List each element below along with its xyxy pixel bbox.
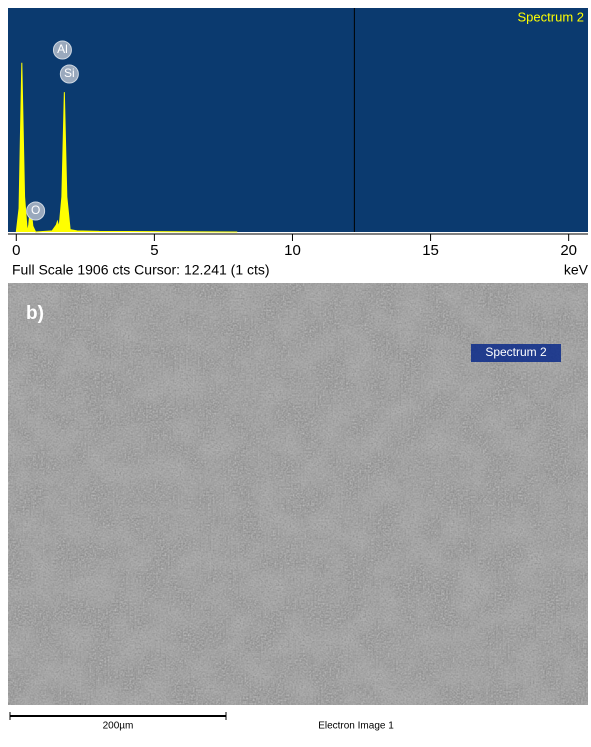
x-tick-label: 0	[12, 242, 20, 259]
x-tick-label: 5	[150, 242, 158, 259]
peak-label: O	[31, 203, 40, 217]
footer: Full Scale 1906 cts Cursor: 12.241 (1 ct…	[12, 262, 270, 278]
spectrum-panel: Spectrum 2 Al Si O 0 5 10 15 20	[8, 8, 588, 259]
x-tick-label: 15	[422, 242, 439, 259]
figure: Spectrum 2 Al Si O 0 5 10 15 20 Full Scale 1906 …	[0, 0, 591, 742]
peak-label: Al	[57, 42, 68, 56]
peak-label: Si	[64, 66, 75, 80]
x-axis-label: keV	[564, 262, 589, 278]
x-tick-label: 10	[284, 242, 301, 259]
marker-label: Spectrum 2	[485, 345, 547, 359]
scale-label: 200µm	[103, 721, 134, 732]
x-tick-label: 20	[560, 242, 577, 259]
plot-background	[8, 8, 588, 232]
sem-image: b) Spectrum 2	[8, 283, 588, 705]
panel-label: b)	[26, 303, 44, 324]
chart-title: Spectrum 2	[518, 9, 584, 24]
caption: Electron Image 1	[318, 721, 394, 732]
